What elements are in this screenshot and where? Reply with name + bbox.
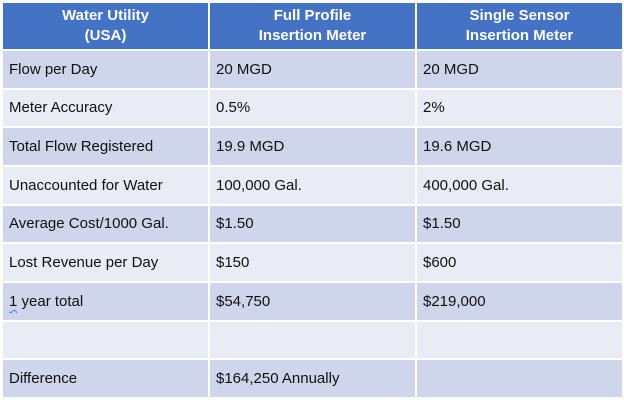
row-label: 1 year total xyxy=(1,280,210,322)
full-profile-value: $54,750 xyxy=(208,280,417,322)
full-profile-value: $1.50 xyxy=(208,203,417,245)
table-row: Meter Accuracy 0.5% 2% xyxy=(1,87,624,129)
table-row: Total Flow Registered 19.9 MGD 19.6 MGD xyxy=(1,126,624,167)
full-profile-value: $150 xyxy=(208,242,417,283)
full-profile-value: 100,000 Gal. xyxy=(208,164,417,206)
header-water-utility-line2: (USA) xyxy=(84,27,127,44)
full-profile-value: 19.9 MGD xyxy=(208,126,417,167)
single-sensor-value: 20 MGD xyxy=(415,49,624,90)
table-header-row: Water Utility (USA) Full Profile Inserti… xyxy=(1,1,624,51)
row-label xyxy=(1,319,210,361)
row-label: Flow per Day xyxy=(1,49,210,90)
row-label: Total Flow Registered xyxy=(1,126,210,167)
spellcheck-underlined-text: 1 xyxy=(9,292,18,310)
table-row: Lost Revenue per Day $150 $600 xyxy=(1,242,624,283)
single-sensor-value: $219,000 xyxy=(415,280,624,322)
header-single-sensor-line2: Insertion Meter xyxy=(465,27,574,44)
row-label-rest: year total xyxy=(17,292,84,310)
table-row-difference: Difference $164,250 Annually xyxy=(1,358,624,399)
header-full-profile-line2: Insertion Meter xyxy=(258,27,367,44)
header-full-profile-line1: Full Profile xyxy=(273,7,352,24)
header-water-utility-line1: Water Utility xyxy=(62,7,149,24)
single-sensor-value: $1.50 xyxy=(415,203,624,245)
single-sensor-value xyxy=(415,319,624,361)
table-row: 1 year total $54,750 $219,000 xyxy=(1,280,624,322)
single-sensor-value: $600 xyxy=(415,242,624,283)
row-label: Unaccounted for Water xyxy=(1,164,210,206)
single-sensor-value: 2% xyxy=(415,87,624,129)
table-row-empty xyxy=(1,319,624,361)
header-full-profile: Full Profile Insertion Meter xyxy=(208,1,417,51)
single-sensor-value: 400,000 Gal. xyxy=(415,164,624,206)
single-sensor-value: 19.6 MGD xyxy=(415,126,624,167)
table-row: Unaccounted for Water 100,000 Gal. 400,0… xyxy=(1,164,624,206)
row-label: Lost Revenue per Day xyxy=(1,242,210,283)
row-label: Meter Accuracy xyxy=(1,87,210,129)
single-sensor-value xyxy=(415,358,624,399)
header-single-sensor: Single Sensor Insertion Meter xyxy=(415,1,624,51)
full-profile-value: $164,250 Annually xyxy=(208,358,417,399)
full-profile-value: 20 MGD xyxy=(208,49,417,90)
header-single-sensor-line1: Single Sensor xyxy=(469,7,570,24)
table-row: Average Cost/1000 Gal. $1.50 $1.50 xyxy=(1,203,624,245)
full-profile-value: 0.5% xyxy=(208,87,417,129)
table-row: Flow per Day 20 MGD 20 MGD xyxy=(1,49,624,90)
full-profile-value xyxy=(208,319,417,361)
row-label: Difference xyxy=(1,358,210,399)
header-water-utility: Water Utility (USA) xyxy=(1,1,210,51)
row-label: Average Cost/1000 Gal. xyxy=(1,203,210,245)
